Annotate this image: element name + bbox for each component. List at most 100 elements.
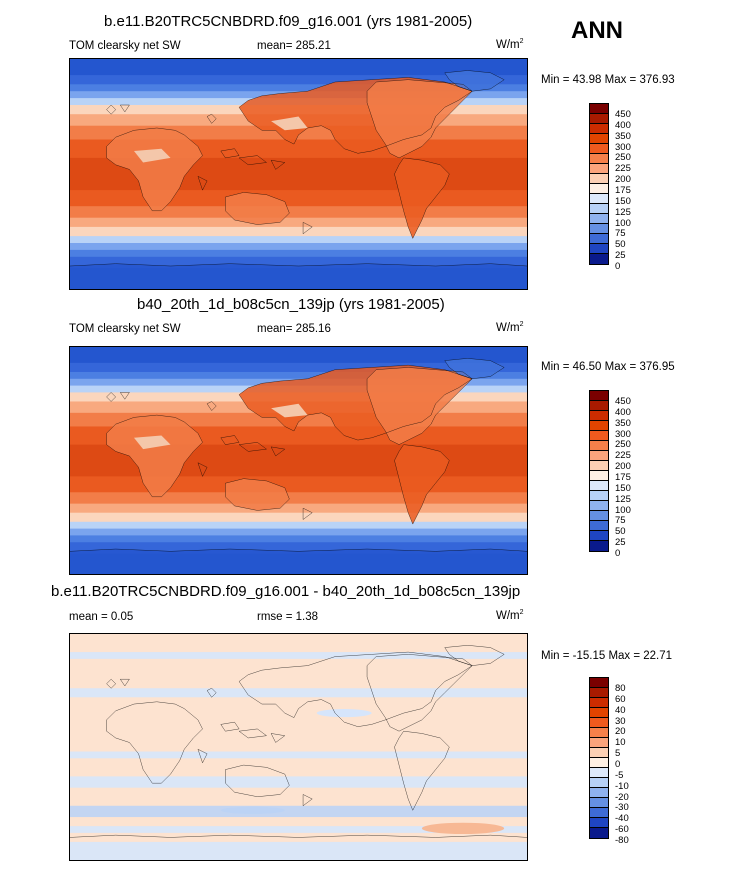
sw-band [70, 476, 527, 493]
panel-3-mean-label: mean = 0.05 [69, 611, 134, 623]
colorbar-tick-label: -20 [615, 791, 629, 803]
colorbar-cell [590, 521, 608, 531]
coastline-greenland [445, 645, 504, 665]
colorbar-cell [590, 688, 608, 698]
colorbar-tick-label: 80 [615, 683, 626, 694]
coastline-island [120, 679, 129, 686]
panel-3-colorbar [589, 677, 609, 839]
colorbar-tick-label: 175 [615, 471, 631, 483]
sw-band [70, 503, 527, 514]
colorbar-tick-label: 300 [615, 428, 631, 440]
colorbar-tick-label: 10 [615, 737, 626, 749]
panel-2-colorbar [589, 390, 609, 552]
coastline-africa [107, 128, 203, 211]
sw-band [70, 521, 527, 530]
coastline-samerica [394, 445, 449, 524]
colorbar-tick-label: 25 [615, 537, 626, 549]
coastlines [70, 645, 527, 837]
colorbar-cell [590, 788, 608, 798]
land-samerica [394, 157, 450, 239]
land-greenland [444, 70, 505, 92]
land-namerica [367, 79, 473, 158]
coastline-island [207, 114, 216, 123]
colorbar-cell [590, 698, 608, 708]
colorbar-cell [590, 214, 608, 224]
coastline-island [271, 447, 285, 456]
colorbar-tick-label: 20 [615, 726, 626, 738]
colorbar-cell [590, 541, 608, 551]
coastline-island [120, 392, 129, 399]
panel-3-units: W/m2 [496, 609, 524, 622]
colorbar-tick-label: 0 [615, 547, 621, 559]
coastline-antarctica [70, 835, 527, 837]
coastline-island [271, 733, 285, 742]
colorbar-tick-label: -40 [615, 813, 629, 825]
colorbar-cell [590, 104, 608, 114]
diff-background [70, 634, 527, 860]
colorbar-cell [590, 451, 608, 461]
sw-band [70, 362, 527, 373]
panel-1-units: W/m2 [496, 38, 524, 51]
diff-anomaly [421, 822, 505, 835]
colorbar-tick-label: 100 [615, 504, 631, 516]
coastline-australia [225, 192, 289, 224]
coastline-island [303, 508, 312, 519]
colorbar-tick-label: 250 [615, 152, 631, 164]
land-australia [225, 192, 290, 225]
colorbar-tick-label: 300 [615, 141, 631, 153]
coastline-island [120, 105, 129, 112]
colorbar-tick-label: 450 [615, 109, 631, 120]
land-greenland [444, 358, 505, 379]
colorbar-tick-label: 0 [615, 758, 621, 770]
colorbar-cell [590, 391, 608, 401]
sw-band [70, 226, 527, 237]
colorbar-tick-label: 450 [615, 396, 631, 407]
land-namerica [367, 367, 473, 445]
land-highlight [271, 403, 308, 418]
sw-band [70, 249, 527, 258]
colorbar-cell [590, 828, 608, 838]
coastline-eurasia [239, 77, 472, 153]
colorbar-tick-label: 200 [615, 461, 631, 473]
sw-band [70, 190, 527, 207]
colorbar-cell [590, 184, 608, 194]
colorbar-tick-label: 50 [615, 239, 626, 251]
coastlines [70, 71, 527, 267]
colorbar-cell [590, 778, 608, 788]
colorbar-cell [590, 224, 608, 234]
coastline-antarctica [70, 264, 527, 266]
season-label: ANN [571, 17, 623, 44]
colorbar-cell [590, 244, 608, 254]
colorbar-cell [590, 174, 608, 184]
coastline-island [207, 401, 216, 410]
colorbar-tick-label: 225 [615, 450, 631, 462]
panel-1-title: b.e11.B20TRC5CNBDRD.f09_g16.001 (yrs 198… [104, 13, 473, 30]
colorbar-cell [590, 114, 608, 124]
colorbar-tick-label: -5 [615, 769, 624, 781]
panel-2-min-max: Min = 46.50 Max = 376.95 [541, 361, 675, 373]
colorbar-tick-label: 5 [615, 748, 621, 760]
colorbar-cell [590, 718, 608, 728]
colorbar-cell [590, 421, 608, 431]
colorbar-tick-label: 400 [615, 119, 631, 131]
sw-band [70, 256, 527, 269]
colorbar-tick-label: 150 [615, 195, 631, 207]
colorbar-tick-label: 175 [615, 184, 631, 196]
panel-3-rmse-label: rmse = 1.38 [257, 611, 319, 623]
coastline-island [207, 688, 216, 697]
land-highlight [133, 148, 171, 163]
coastline-island [239, 156, 266, 165]
panel-2-variable-label: TOM clearsky net SW [69, 323, 181, 335]
sw-band [70, 236, 527, 244]
land-antarctica [70, 549, 527, 574]
sw-band [70, 75, 527, 85]
diff-band [70, 805, 527, 818]
colorbar-cell [590, 471, 608, 481]
sw-band [70, 535, 527, 543]
colorbar-tick-label: -80 [615, 834, 629, 846]
colorbar-tick-label: 75 [615, 228, 626, 240]
colorbar-cell [590, 431, 608, 441]
colorbar-tick-label: 400 [615, 406, 631, 418]
sw-band [70, 347, 527, 364]
panel-2-units: W/m2 [496, 321, 524, 334]
